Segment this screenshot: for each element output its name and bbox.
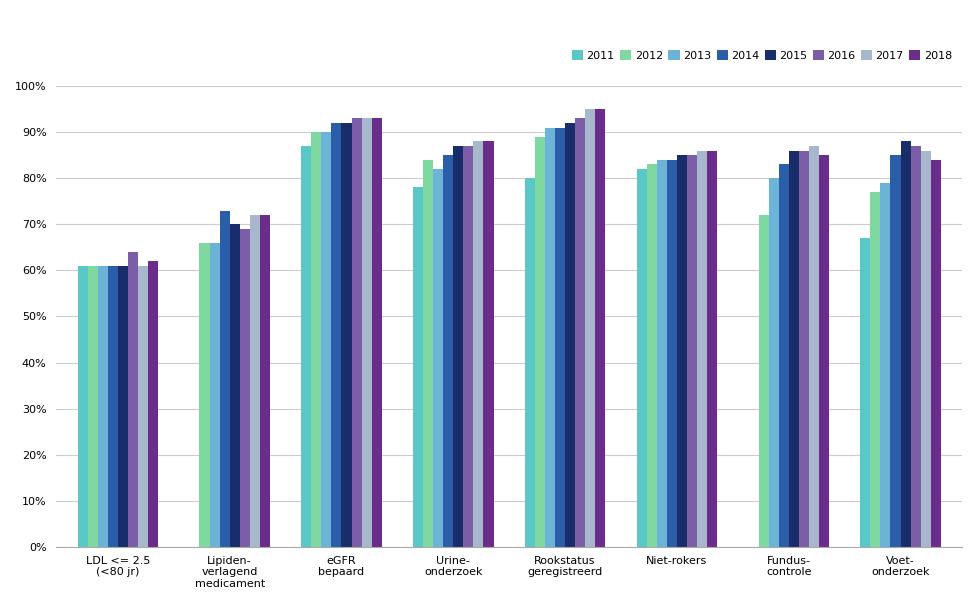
Bar [585, 109, 595, 547]
Bar [637, 169, 647, 547]
Bar [88, 266, 98, 547]
Bar [880, 183, 890, 547]
Bar [525, 178, 534, 547]
Bar [920, 150, 931, 547]
Bar [352, 118, 361, 547]
Bar [687, 155, 697, 547]
Bar [667, 160, 677, 547]
Bar [118, 266, 128, 547]
Bar [911, 146, 920, 547]
Bar [545, 127, 555, 547]
Bar [809, 146, 819, 547]
Bar [931, 160, 941, 547]
Bar [707, 150, 717, 547]
Bar [138, 266, 149, 547]
Bar [779, 164, 788, 547]
Bar [453, 146, 463, 547]
Bar [260, 215, 270, 547]
Bar [861, 238, 871, 547]
Bar [230, 224, 239, 547]
Legend: 2011, 2012, 2013, 2014, 2015, 2016, 2017, 2018: 2011, 2012, 2013, 2014, 2015, 2016, 2017… [568, 46, 956, 65]
Bar [769, 178, 779, 547]
Bar [758, 215, 769, 547]
Bar [444, 155, 453, 547]
Bar [595, 109, 606, 547]
Bar [220, 211, 230, 547]
Bar [77, 266, 88, 547]
Bar [321, 132, 331, 547]
Bar [239, 229, 250, 547]
Bar [209, 243, 220, 547]
Bar [107, 266, 118, 547]
Bar [371, 118, 382, 547]
Bar [697, 150, 707, 547]
Bar [788, 150, 799, 547]
Bar [871, 192, 880, 547]
Bar [301, 146, 312, 547]
Bar [677, 155, 687, 547]
Bar [312, 132, 321, 547]
Bar [799, 150, 809, 547]
Bar [250, 215, 260, 547]
Bar [199, 243, 209, 547]
Bar [98, 266, 107, 547]
Bar [149, 261, 158, 547]
Bar [463, 146, 474, 547]
Bar [575, 118, 585, 547]
Bar [361, 118, 371, 547]
Bar [484, 141, 493, 547]
Bar [657, 160, 667, 547]
Bar [433, 169, 444, 547]
Bar [890, 155, 901, 547]
Bar [565, 123, 575, 547]
Bar [413, 187, 423, 547]
Bar [819, 155, 828, 547]
Bar [555, 127, 565, 547]
Bar [128, 252, 138, 547]
Bar [331, 123, 341, 547]
Bar [534, 137, 545, 547]
Bar [647, 164, 657, 547]
Bar [901, 141, 911, 547]
Bar [341, 123, 352, 547]
Bar [423, 160, 433, 547]
Bar [474, 141, 484, 547]
